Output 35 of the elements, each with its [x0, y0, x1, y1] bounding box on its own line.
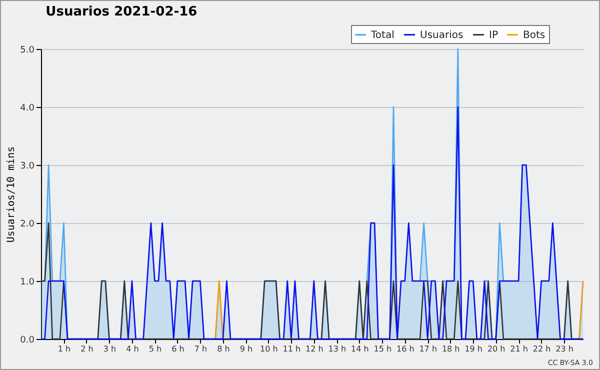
x-tick-label: 19 h [464, 344, 482, 354]
legend-label: IP [489, 30, 498, 41]
x-tick-label: 9 h [240, 344, 253, 354]
legend-label: Total [370, 30, 394, 41]
x-tick-label: 17 h [419, 344, 438, 354]
x-tick-label: 2 h [80, 344, 94, 354]
x-tick-label: 10 h [260, 344, 278, 354]
legend-label: Usuarios [420, 30, 464, 41]
x-tick-label: 1 h [58, 344, 71, 354]
legend-label: Bots [523, 30, 546, 41]
y-tick-label: 0.0 [20, 336, 35, 346]
y-tick-label: 2.0 [20, 220, 35, 230]
x-tick-label: 18 h [442, 344, 460, 354]
x-tick-label: 8 h [217, 344, 230, 354]
x-tick-label: 3 h [103, 344, 116, 354]
x-tick-label: 15 h [374, 344, 392, 354]
y-tick-label: 5.0 [20, 46, 35, 56]
y-tick-label: 1.0 [20, 278, 35, 288]
x-tick-label: 5 h [148, 344, 162, 354]
x-tick-label: 7 h [194, 344, 208, 354]
x-tick-label: 22 h [532, 344, 551, 354]
x-tick-label: 12 h [306, 344, 324, 354]
x-tick-label: 13 h [328, 344, 346, 354]
x-tick-label: 21 h [510, 344, 528, 354]
x-tick-label: 23 h [556, 344, 574, 354]
x-tick-label: 20 h [487, 344, 506, 354]
y-tick-label: 4.0 [20, 104, 35, 114]
x-tick-label: 6 h [172, 344, 184, 354]
chart-title: Usuarios 2021-02-16 [46, 4, 198, 20]
x-tick-label: 11 h [282, 344, 301, 354]
y-axis-title: Usuarios/10 mins [6, 146, 18, 243]
x-tick-label: 4 h [126, 344, 139, 354]
y-tick-label: 3.0 [20, 162, 35, 172]
x-tick-label: 14 h [350, 344, 369, 354]
x-tick-label: 16 h [396, 344, 414, 354]
